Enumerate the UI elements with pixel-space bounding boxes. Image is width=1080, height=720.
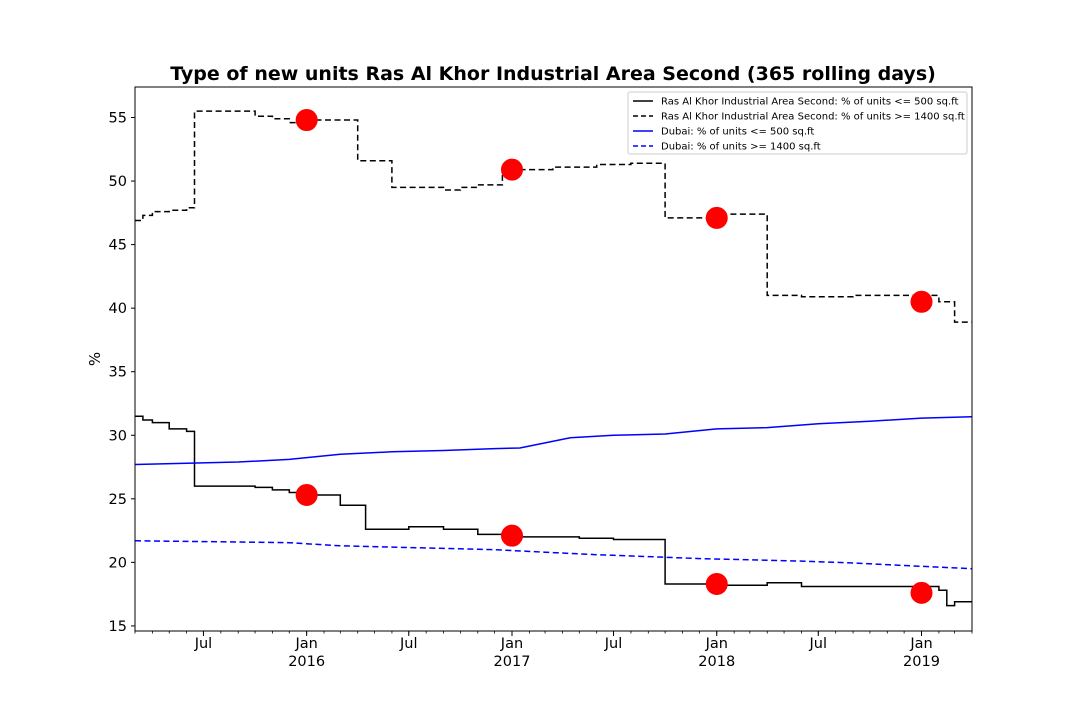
x-tick-label: Jan [705, 636, 728, 652]
series-line-4 [134, 540, 973, 570]
y-axis-label: % [86, 352, 104, 366]
legend-entry-label: Dubai: % of units <= 500 sq.ft [661, 127, 814, 138]
highlight-marker [705, 572, 728, 595]
axes-frame [134, 86, 973, 632]
y-tick-label: 30 [109, 428, 127, 444]
y-tick-label: 40 [109, 301, 127, 317]
highlight-marker [295, 484, 318, 506]
x-axis: Jul Jan 2016 Jul Jan 2017 Jul Jan 2018 Jul Jan 2019 [134, 631, 973, 670]
plot-area [134, 109, 973, 607]
highlight-marker [705, 206, 728, 229]
legend-box [627, 91, 968, 155]
x-tick-label: Jul [399, 636, 418, 652]
legend: Ras Al Khor Industrial Area Second: % of… [627, 91, 968, 155]
series-line-3 [134, 416, 973, 466]
y-tick-label: 55 [109, 111, 127, 127]
highlight-marker [295, 109, 318, 132]
x-tick-year-label: 2018 [698, 654, 735, 670]
chart-title: Type of new units Ras Al Khor Industrial… [170, 63, 936, 85]
highlight-marker [500, 158, 523, 181]
x-tick-label: Jan [500, 636, 523, 652]
highlight-marker [500, 524, 523, 547]
series-line-1 [135, 415, 972, 607]
x-tick-year-label: 2017 [494, 654, 531, 670]
y-tick-label: 35 [109, 365, 127, 381]
y-tick-label: 25 [109, 492, 127, 508]
highlight-marker [910, 290, 933, 313]
x-tick-label: Jan [909, 636, 932, 652]
x-tick-label: Jul [194, 636, 213, 652]
y-axis: 15 20 25 30 35 40 45 50 55 [109, 111, 135, 635]
x-tick-year-label: 2016 [288, 654, 325, 670]
y-tick-label: 20 [109, 555, 127, 571]
y-tick-label: 50 [109, 174, 127, 190]
x-tick-label: Jan [294, 636, 317, 652]
x-tick-label: Jul [604, 636, 623, 652]
series-line-2 [135, 110, 972, 323]
highlight-marker [910, 581, 933, 604]
x-tick-year-label: 2019 [903, 654, 940, 670]
legend-entry-label: Dubai: % of units >= 1400 sq.ft [661, 142, 821, 153]
y-tick-label: 45 [109, 238, 127, 254]
legend-entry-label: Ras Al Khor Industrial Area Second: % of… [661, 112, 965, 123]
x-tick-label: Jul [809, 636, 828, 652]
y-tick-label: 15 [109, 619, 127, 635]
legend-entry-label: Ras Al Khor Industrial Area Second: % of… [661, 97, 959, 108]
